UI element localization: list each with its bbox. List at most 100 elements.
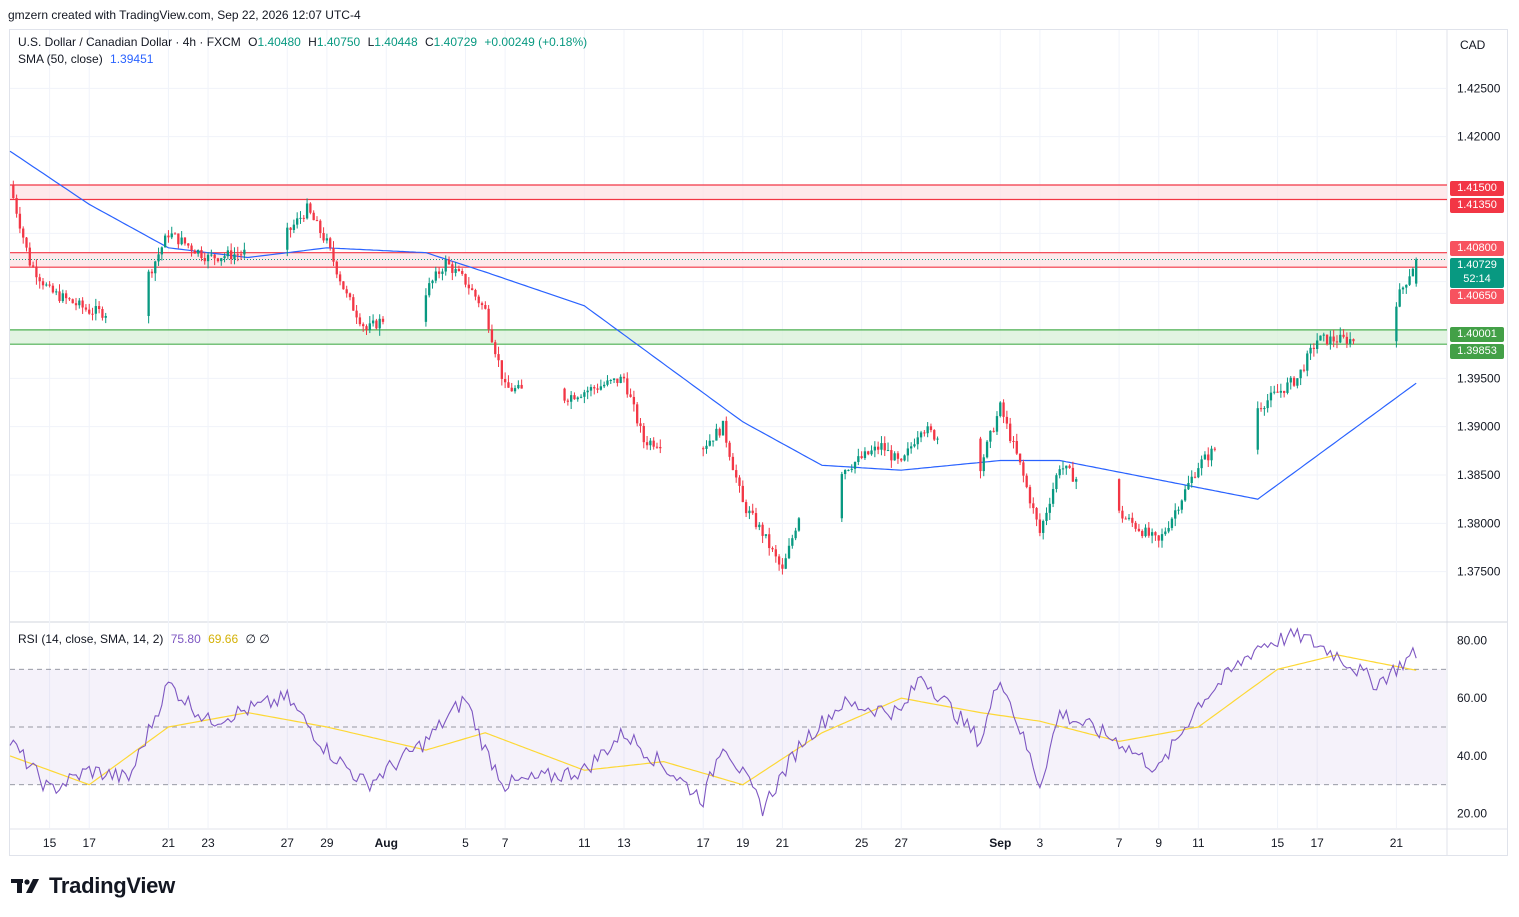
candle-body — [434, 271, 437, 281]
rsi-tick-label: 60.00 — [1457, 691, 1487, 705]
resistance-zone-1 — [10, 185, 1447, 200]
candle-body — [490, 329, 494, 343]
candle-body — [1164, 531, 1167, 535]
last-price-tag: 1.40729 52:14 — [1450, 258, 1504, 288]
time-tick-label: 27 — [895, 836, 909, 850]
rsi-line — [9, 627, 1417, 817]
candle-body — [187, 243, 190, 246]
candle-body — [718, 428, 721, 436]
candle-body — [579, 396, 583, 398]
currency-label[interactable]: CAD — [1460, 38, 1486, 52]
candle-body — [1296, 378, 1299, 386]
candle-body — [68, 298, 71, 300]
candle-body — [728, 442, 731, 457]
low-value: 1.40448 — [374, 35, 418, 49]
candle-body — [1395, 306, 1398, 342]
candle-body — [312, 212, 315, 221]
candle-body — [589, 387, 593, 391]
candle-body — [338, 274, 342, 282]
candle-body — [1203, 454, 1207, 460]
sma-50-line — [9, 150, 1417, 500]
candle-body — [863, 451, 867, 459]
candle-body — [787, 545, 791, 559]
candle-body — [35, 266, 38, 278]
candle-body — [1180, 500, 1183, 510]
candle-body — [507, 382, 510, 388]
candle-body — [929, 426, 933, 431]
candle-body — [286, 227, 289, 250]
candle-body — [1160, 534, 1164, 541]
candle-body — [233, 254, 236, 260]
candle-body — [744, 502, 748, 514]
candle-body — [586, 390, 589, 393]
candle-body — [58, 291, 61, 302]
candle-body — [1408, 276, 1411, 285]
time-tick-label: 5 — [462, 836, 469, 850]
candle-body — [71, 299, 74, 304]
candle-body — [619, 376, 622, 383]
candle-body — [428, 283, 431, 296]
candle-body — [771, 548, 774, 550]
candle-body — [1055, 475, 1058, 490]
price-tick-label: 1.37500 — [1457, 565, 1501, 579]
candle-body — [497, 354, 500, 361]
rsi-legend[interactable]: RSI (14, close, SMA, 14, 2) 75.80 69.66 … — [18, 632, 274, 646]
candle-body — [1332, 336, 1335, 342]
candle-body — [761, 524, 764, 536]
candle-body — [754, 513, 758, 528]
candle-body — [1154, 532, 1157, 536]
time-tick-label: 21 — [162, 836, 176, 850]
tradingview-logo[interactable]: TradingView — [11, 873, 175, 899]
candle-body — [474, 290, 477, 297]
rsi-sma-value: 69.66 — [208, 632, 239, 646]
candle-body — [738, 477, 741, 486]
candle-body — [1022, 462, 1025, 476]
candle-body — [1150, 532, 1154, 536]
candle-body — [97, 306, 101, 310]
candle-body — [503, 378, 507, 383]
candle-body — [513, 388, 517, 392]
candle-body — [157, 254, 160, 262]
candle-body — [342, 281, 345, 290]
candle-body — [368, 323, 371, 331]
candle-body — [196, 250, 200, 254]
price-tick-label: 1.38500 — [1457, 468, 1501, 482]
candle-body — [642, 425, 645, 443]
candle-body — [1335, 341, 1339, 343]
candle-body — [210, 254, 213, 256]
candle-body — [431, 280, 434, 284]
candle-body — [1048, 503, 1051, 513]
candle-body — [289, 227, 292, 230]
time-tick-label: 21 — [1390, 836, 1404, 850]
time-axis: 15 17 21 23 27 29 Aug 5 7 11 13 17 19 21 25 27 Sep 3 7 9 11 1… — [43, 836, 1403, 850]
candle-body — [84, 307, 88, 310]
r2-bottom-tag: 1.40650 — [1450, 289, 1504, 304]
candle-body — [1025, 475, 1028, 488]
candle-body — [853, 461, 857, 469]
time-tick-label: 27 — [281, 836, 295, 850]
candle-body — [645, 442, 649, 446]
r1-bottom-tag: 1.41350 — [1450, 198, 1504, 213]
candle-body — [1051, 489, 1055, 504]
candle-body — [982, 457, 985, 472]
candle-body — [1269, 392, 1273, 401]
candle-body — [38, 277, 41, 282]
candle-body — [1035, 508, 1038, 520]
candle-body — [378, 318, 381, 329]
candle-body — [322, 233, 325, 241]
candle-body — [599, 386, 603, 390]
candle-body — [371, 320, 375, 324]
sma-legend[interactable]: SMA (50, close) 1.39451 — [18, 52, 157, 66]
candle-body — [896, 453, 900, 459]
candle-body — [203, 258, 206, 262]
candle-body — [1121, 510, 1124, 519]
candle-body — [1299, 369, 1302, 379]
candle-body — [180, 237, 183, 245]
candle-body — [325, 238, 329, 241]
candle-body — [794, 530, 797, 539]
symbol-title[interactable]: U.S. Dollar / Canadian Dollar · 4h · FXC… — [18, 35, 241, 49]
candle-body — [299, 217, 302, 219]
candle-body — [74, 303, 78, 306]
candle-body — [1352, 339, 1355, 342]
